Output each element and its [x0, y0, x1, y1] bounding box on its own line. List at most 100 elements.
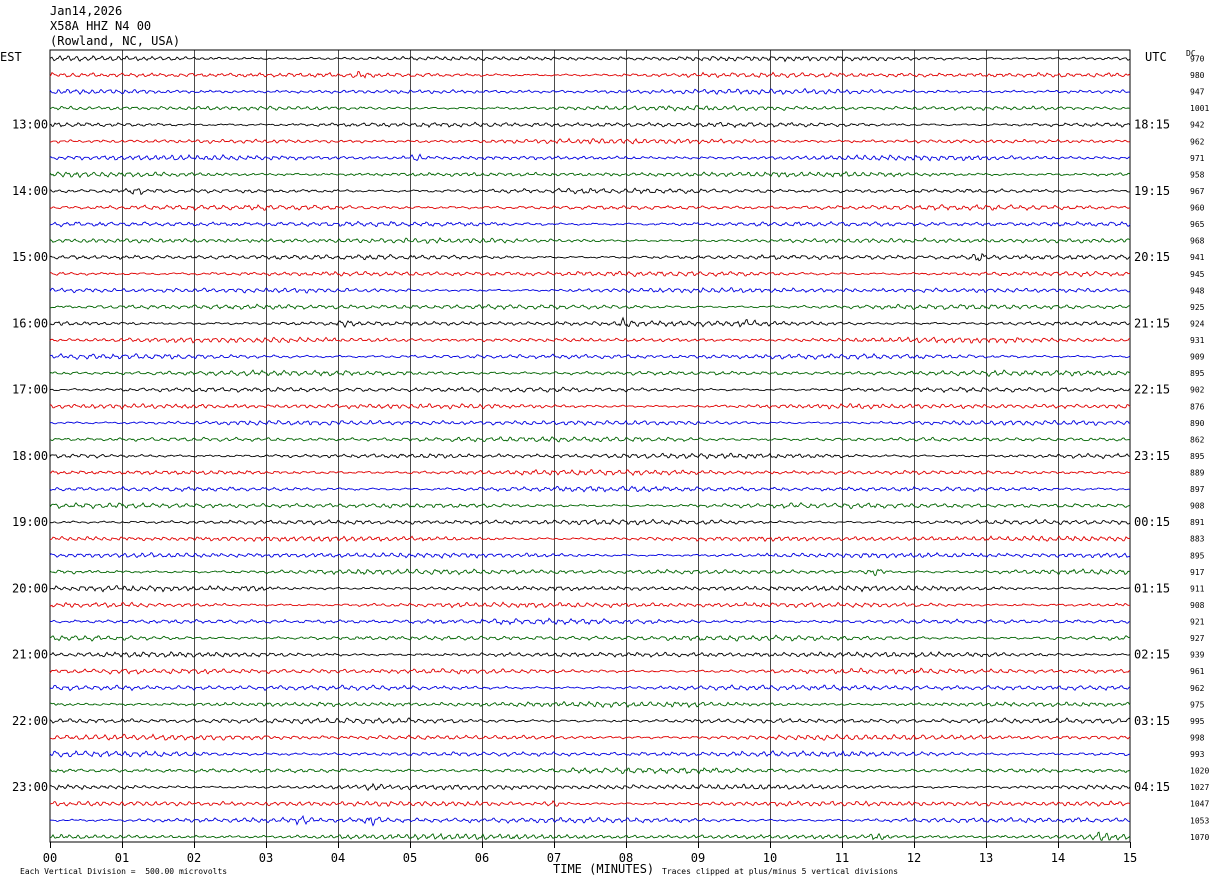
dc-value-label: 1027 — [1190, 783, 1209, 792]
dc-value-label: 967 — [1190, 187, 1205, 196]
seismic-trace — [49, 171, 1131, 179]
seismic-trace — [49, 203, 1131, 211]
seismic-trace — [49, 568, 1131, 577]
dc-value-label: 1047 — [1190, 800, 1209, 809]
dc-value-label: 897 — [1190, 485, 1205, 494]
dc-header-label: DC — [1186, 49, 1196, 58]
x-tick-label: 01 — [115, 851, 129, 865]
dc-value-label: 895 — [1190, 369, 1205, 378]
dc-value-label: 970 — [1190, 55, 1205, 64]
seismic-trace — [49, 684, 1131, 692]
dc-value-label: 921 — [1190, 618, 1205, 627]
dc-value-label: 960 — [1190, 204, 1205, 213]
x-axis-label: TIME (MINUTES) — [553, 862, 655, 876]
seismic-trace — [49, 452, 1131, 460]
seismic-trace — [49, 717, 1131, 725]
dc-value-label: 927 — [1190, 634, 1205, 643]
dc-value-label: 883 — [1190, 535, 1205, 544]
seismic-trace — [49, 814, 1131, 827]
scale-note: Each Vertical Division = 500.00 microvol… — [20, 867, 228, 876]
seismic-trace — [49, 534, 1131, 542]
x-tick-label: 04 — [331, 851, 345, 865]
left-hour-label: 16:00 — [12, 316, 48, 330]
dc-value-label: 1070 — [1190, 833, 1209, 842]
seismic-trace — [49, 800, 1131, 807]
dc-value-label: 993 — [1190, 750, 1205, 759]
x-tick-label: 13 — [979, 851, 993, 865]
seismic-trace — [49, 287, 1131, 294]
seismic-trace — [49, 403, 1131, 410]
seismic-trace — [49, 336, 1131, 344]
dc-value-label: 995 — [1190, 717, 1205, 726]
dc-value-label: 958 — [1190, 170, 1205, 179]
right-hour-label: 04:15 — [1134, 780, 1170, 794]
right-hour-label: 03:15 — [1134, 714, 1170, 728]
right-hour-label: 22:15 — [1134, 383, 1170, 397]
seismic-trace — [49, 220, 1131, 228]
dc-value-label: 902 — [1190, 386, 1205, 395]
dc-value-label: 908 — [1190, 502, 1205, 511]
dc-value-label: 941 — [1190, 253, 1205, 262]
seismic-trace — [49, 469, 1131, 477]
dc-value-label: 1053 — [1190, 816, 1209, 825]
dc-value-label: 968 — [1190, 237, 1205, 246]
seismic-trace — [49, 104, 1131, 112]
x-tick-label: 02 — [187, 851, 201, 865]
seismic-trace — [49, 419, 1131, 427]
x-tick-label: 06 — [475, 851, 489, 865]
seismic-trace — [49, 153, 1131, 162]
dc-value-label: 980 — [1190, 71, 1205, 80]
seismic-trace — [49, 55, 1131, 63]
x-tick-label: 07 — [547, 851, 561, 865]
x-tick-label: 00 — [43, 851, 57, 865]
left-hour-label: 13:00 — [12, 118, 48, 132]
right-hour-label: 19:15 — [1134, 184, 1170, 198]
dc-value-label: 1001 — [1190, 104, 1209, 113]
dc-value-label: 889 — [1190, 469, 1205, 478]
dc-value-label: 931 — [1190, 336, 1205, 345]
seismic-trace — [49, 831, 1131, 841]
dc-value-label: 971 — [1190, 154, 1205, 163]
dc-value-label: 925 — [1190, 303, 1205, 312]
dc-value-label: 945 — [1190, 270, 1205, 279]
seismic-trace — [49, 386, 1131, 394]
dc-value-label: 895 — [1190, 551, 1205, 560]
dc-value-label: 962 — [1190, 137, 1205, 146]
dc-value-label: 962 — [1190, 684, 1205, 693]
dc-value-label: 998 — [1190, 733, 1205, 742]
dc-value-label: 961 — [1190, 667, 1205, 676]
dc-value-label: 965 — [1190, 220, 1205, 229]
right-hour-label: 00:15 — [1134, 515, 1170, 529]
seismic-trace — [49, 316, 1131, 329]
right-hour-label: 20:15 — [1134, 250, 1170, 264]
x-tick-label: 08 — [619, 851, 633, 865]
header-location: (Rowland, NC, USA) — [50, 34, 181, 48]
seismic-trace — [49, 601, 1131, 609]
seismic-trace — [49, 71, 1131, 79]
left-hour-label: 14:00 — [12, 184, 48, 198]
seismic-trace — [49, 667, 1131, 675]
dc-value-label: 975 — [1190, 700, 1205, 709]
x-tick-label: 10 — [763, 851, 777, 865]
x-tick-label: 15 — [1123, 851, 1137, 865]
seismic-trace — [49, 700, 1131, 709]
seismic-trace — [49, 253, 1131, 262]
right-hour-label: 23:15 — [1134, 449, 1170, 463]
seismic-trace — [49, 270, 1131, 278]
seismic-trace — [49, 634, 1131, 642]
seismic-trace — [49, 733, 1131, 741]
right-hour-label: 21:15 — [1134, 316, 1170, 330]
dc-value-label: 939 — [1190, 651, 1205, 660]
seismic-trace — [49, 750, 1131, 758]
seismic-trace — [49, 237, 1131, 244]
right-hour-label: 01:15 — [1134, 581, 1170, 595]
seismic-trace — [49, 187, 1131, 196]
dc-value-label: 909 — [1190, 353, 1205, 362]
dc-value-label: 948 — [1190, 286, 1205, 295]
seismic-trace — [49, 650, 1131, 659]
left-hour-label: 21:00 — [12, 648, 48, 662]
dc-value-label: 908 — [1190, 601, 1205, 610]
dc-value-label: 911 — [1190, 584, 1205, 593]
seismic-trace — [49, 485, 1131, 493]
x-tick-label: 03 — [259, 851, 273, 865]
